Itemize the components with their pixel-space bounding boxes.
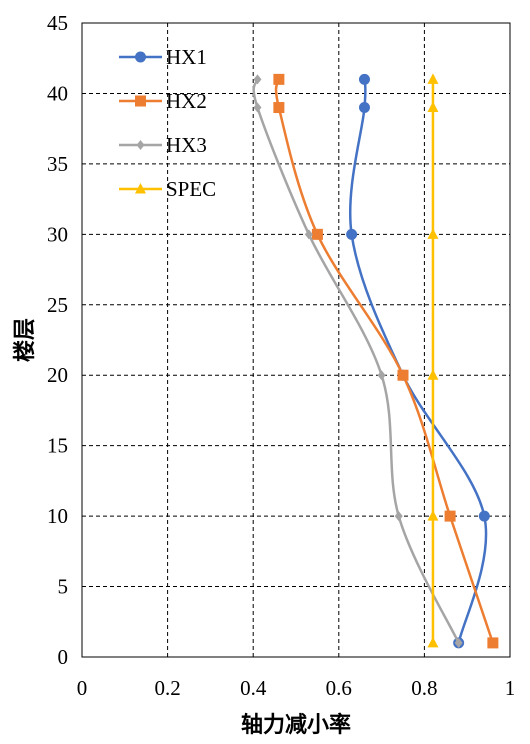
data-point-hx1 bbox=[346, 228, 358, 240]
legend-label-hx1: HX1 bbox=[166, 45, 207, 69]
data-point-hx3 bbox=[454, 637, 463, 648]
series-layer bbox=[252, 73, 499, 649]
y-tick-label: 0 bbox=[58, 645, 69, 669]
tick-labels: 0 5 10 15 20 25 30 35 40 45 0 0.2 0.4 0.6 0.8 1 bbox=[47, 11, 515, 700]
x-tick-label: 0.6 bbox=[326, 676, 352, 700]
legend-marker-hx1 bbox=[135, 51, 146, 63]
data-point-spec bbox=[427, 101, 439, 113]
y-tick-label: 35 bbox=[47, 152, 68, 176]
y-tick-label: 40 bbox=[47, 81, 68, 105]
data-point-hx3 bbox=[377, 370, 386, 381]
data-point-hx1 bbox=[358, 73, 370, 85]
data-point-hx3 bbox=[253, 102, 262, 113]
data-point-hx2 bbox=[487, 637, 499, 649]
legend-marker-hx3 bbox=[136, 140, 145, 150]
data-point-spec bbox=[427, 369, 439, 380]
y-tick-label: 25 bbox=[47, 293, 68, 317]
data-point-spec bbox=[427, 510, 439, 521]
y-tick-label: 5 bbox=[58, 575, 69, 599]
x-tick-label: 0 bbox=[77, 676, 88, 700]
y-tick-label: 15 bbox=[47, 434, 68, 458]
data-point-hx2 bbox=[397, 369, 409, 381]
x-tick-label: 0.8 bbox=[411, 676, 437, 700]
grid bbox=[82, 23, 510, 657]
x-tick-label: 0.2 bbox=[154, 676, 180, 700]
data-point-hx2 bbox=[273, 102, 285, 114]
data-point-hx2 bbox=[444, 510, 456, 522]
data-point-hx3 bbox=[394, 511, 403, 522]
series-hx3 bbox=[252, 74, 463, 648]
series-hx2 bbox=[273, 73, 499, 649]
data-point-hx3 bbox=[253, 74, 262, 85]
y-axis-title: 楼层 bbox=[13, 318, 38, 362]
y-tick-label: 20 bbox=[47, 363, 68, 387]
legend-marker-hx2 bbox=[135, 95, 146, 107]
data-point-spec bbox=[427, 636, 439, 648]
legend-item-hx2: HX2 bbox=[119, 89, 207, 113]
legend-label-hx3: HX3 bbox=[166, 133, 207, 157]
data-point-hx1 bbox=[478, 510, 490, 522]
data-point-spec bbox=[427, 73, 439, 84]
y-tick-label: 30 bbox=[47, 222, 68, 246]
series-spec bbox=[427, 73, 439, 648]
x-tick-label: 1 bbox=[505, 676, 516, 700]
legend: HX1 HX2 HX3 SPEC bbox=[119, 45, 216, 201]
data-point-spec bbox=[427, 228, 439, 239]
legend-item-spec: SPEC bbox=[119, 177, 216, 201]
data-point-hx3 bbox=[304, 229, 313, 240]
plot-area-frame bbox=[81, 22, 511, 658]
data-point-hx2 bbox=[311, 228, 323, 240]
data-point-hx2 bbox=[273, 73, 285, 85]
legend-item-hx3: HX3 bbox=[119, 133, 207, 157]
legend-marker-spec bbox=[135, 183, 146, 194]
y-tick-label: 45 bbox=[47, 11, 68, 35]
legend-label-spec: SPEC bbox=[166, 177, 216, 201]
x-axis-title: 轴力减小率 bbox=[241, 712, 351, 738]
x-tick-label: 0.4 bbox=[240, 676, 267, 700]
legend-item-hx1: HX1 bbox=[119, 45, 207, 69]
data-point-hx1 bbox=[358, 102, 370, 114]
legend-label-hx2: HX2 bbox=[166, 89, 207, 113]
y-tick-label: 10 bbox=[47, 504, 68, 528]
